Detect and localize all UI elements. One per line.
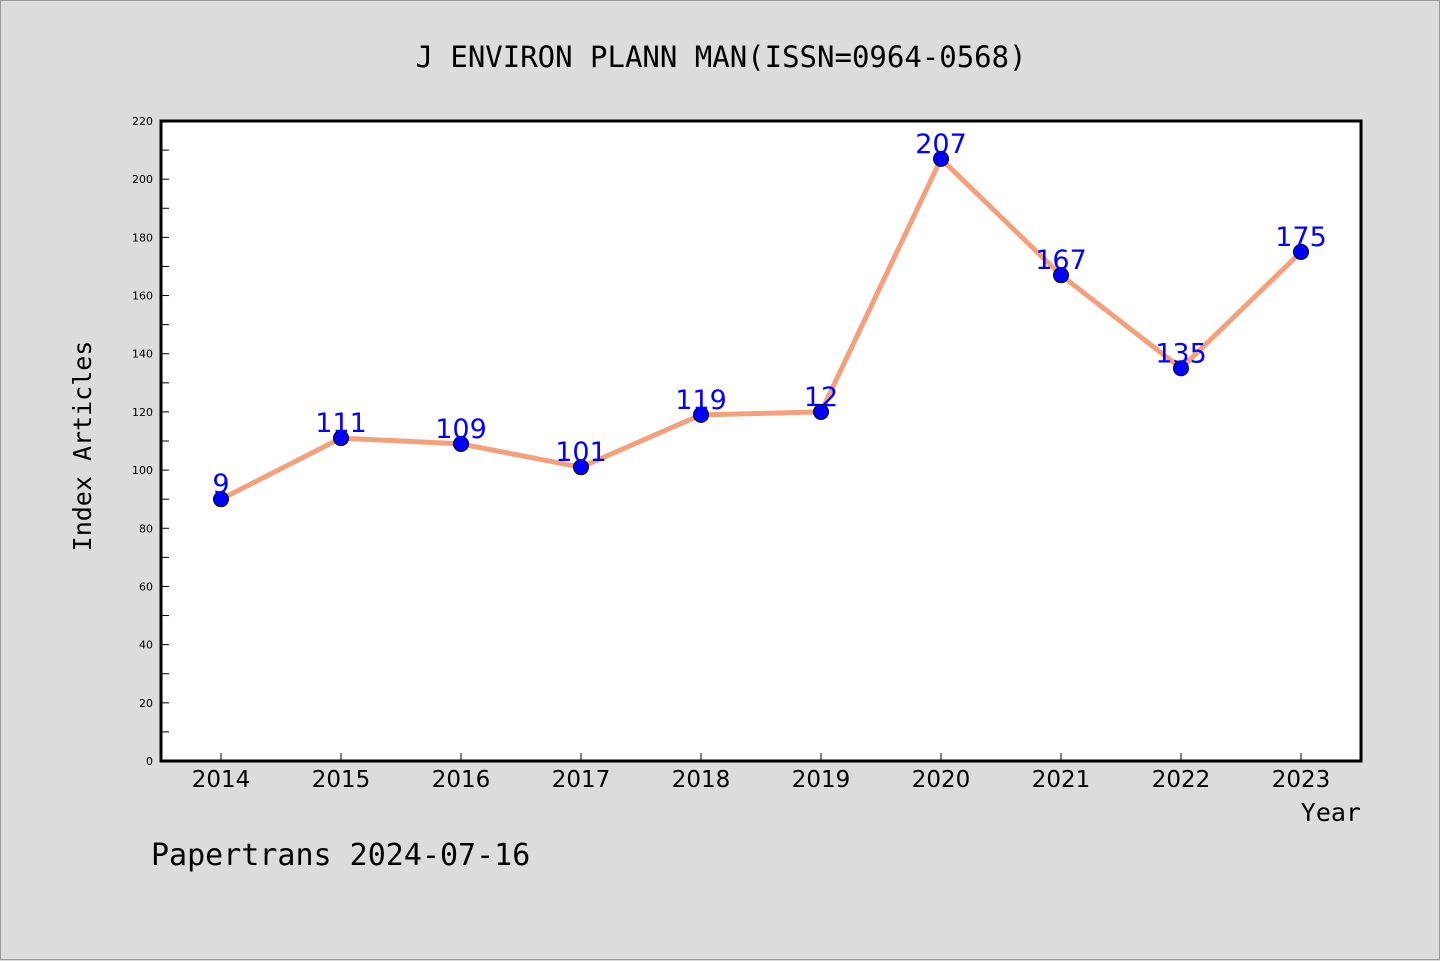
data-label: 101 bbox=[555, 437, 607, 468]
data-point bbox=[933, 150, 949, 167]
y-tick-label: 120 bbox=[132, 406, 153, 419]
y-tick-label: 0 bbox=[146, 755, 153, 768]
data-point bbox=[333, 430, 349, 447]
data-point bbox=[213, 491, 229, 508]
x-tick-label: 2017 bbox=[552, 767, 611, 793]
data-label: 12 bbox=[804, 382, 838, 413]
data-point bbox=[693, 406, 709, 423]
y-axis-label: Index Articles bbox=[68, 341, 97, 552]
data-label: 111 bbox=[315, 408, 367, 439]
x-tick-label: 2023 bbox=[1272, 767, 1331, 793]
data-label: 207 bbox=[915, 129, 967, 160]
x-tick-label: 2016 bbox=[432, 767, 491, 793]
data-label: 135 bbox=[1155, 338, 1207, 369]
y-tick-label: 160 bbox=[132, 290, 153, 303]
y-axis: 0 20 40 60 80 100 120 140 160 180 200 220 bbox=[132, 115, 169, 768]
y-tick-label: 100 bbox=[132, 464, 153, 477]
y-tick-label: 200 bbox=[132, 173, 153, 186]
x-axis: 2014 2015 2016 2017 2018 2019 2020 2021 2022 2023 bbox=[192, 753, 1331, 793]
data-point bbox=[813, 403, 829, 420]
chart-title: J ENVIRON PLANN MAN(ISSN=0964-0568) bbox=[415, 40, 1026, 74]
data-point bbox=[1293, 243, 1309, 260]
data-point bbox=[1173, 360, 1189, 377]
data-label: 175 bbox=[1275, 222, 1327, 253]
y-tick-label: 140 bbox=[132, 348, 153, 361]
data-label: 9 bbox=[212, 469, 229, 500]
y-tick-label: 220 bbox=[132, 115, 153, 128]
y-tick-label: 20 bbox=[139, 697, 153, 710]
data-point bbox=[453, 435, 469, 452]
data-label: 167 bbox=[1035, 245, 1087, 276]
x-tick-label: 2015 bbox=[312, 767, 371, 793]
data-point bbox=[573, 459, 589, 476]
series-line bbox=[218, 156, 1304, 502]
x-tick-label: 2020 bbox=[912, 767, 971, 793]
x-tick-label: 2022 bbox=[1152, 767, 1211, 793]
y-tick-label: 40 bbox=[139, 639, 153, 652]
x-axis-label: Year bbox=[1301, 798, 1361, 827]
data-label: 119 bbox=[675, 385, 727, 416]
data-label: 109 bbox=[435, 414, 487, 445]
x-tick-label: 2014 bbox=[192, 767, 251, 793]
x-tick-label: 2021 bbox=[1032, 767, 1091, 793]
y-tick-label: 180 bbox=[132, 231, 153, 244]
y-tick-label: 80 bbox=[139, 522, 153, 535]
watermark-text: Papertrans 2024-07-16 bbox=[151, 838, 530, 873]
data-point bbox=[1053, 267, 1069, 284]
x-tick-label: 2019 bbox=[792, 767, 851, 793]
series-group: 9 111 109 101 119 12 207 167 135 175 bbox=[212, 129, 1327, 508]
x-tick-label: 2018 bbox=[672, 767, 731, 793]
y-tick-label: 60 bbox=[139, 580, 153, 593]
